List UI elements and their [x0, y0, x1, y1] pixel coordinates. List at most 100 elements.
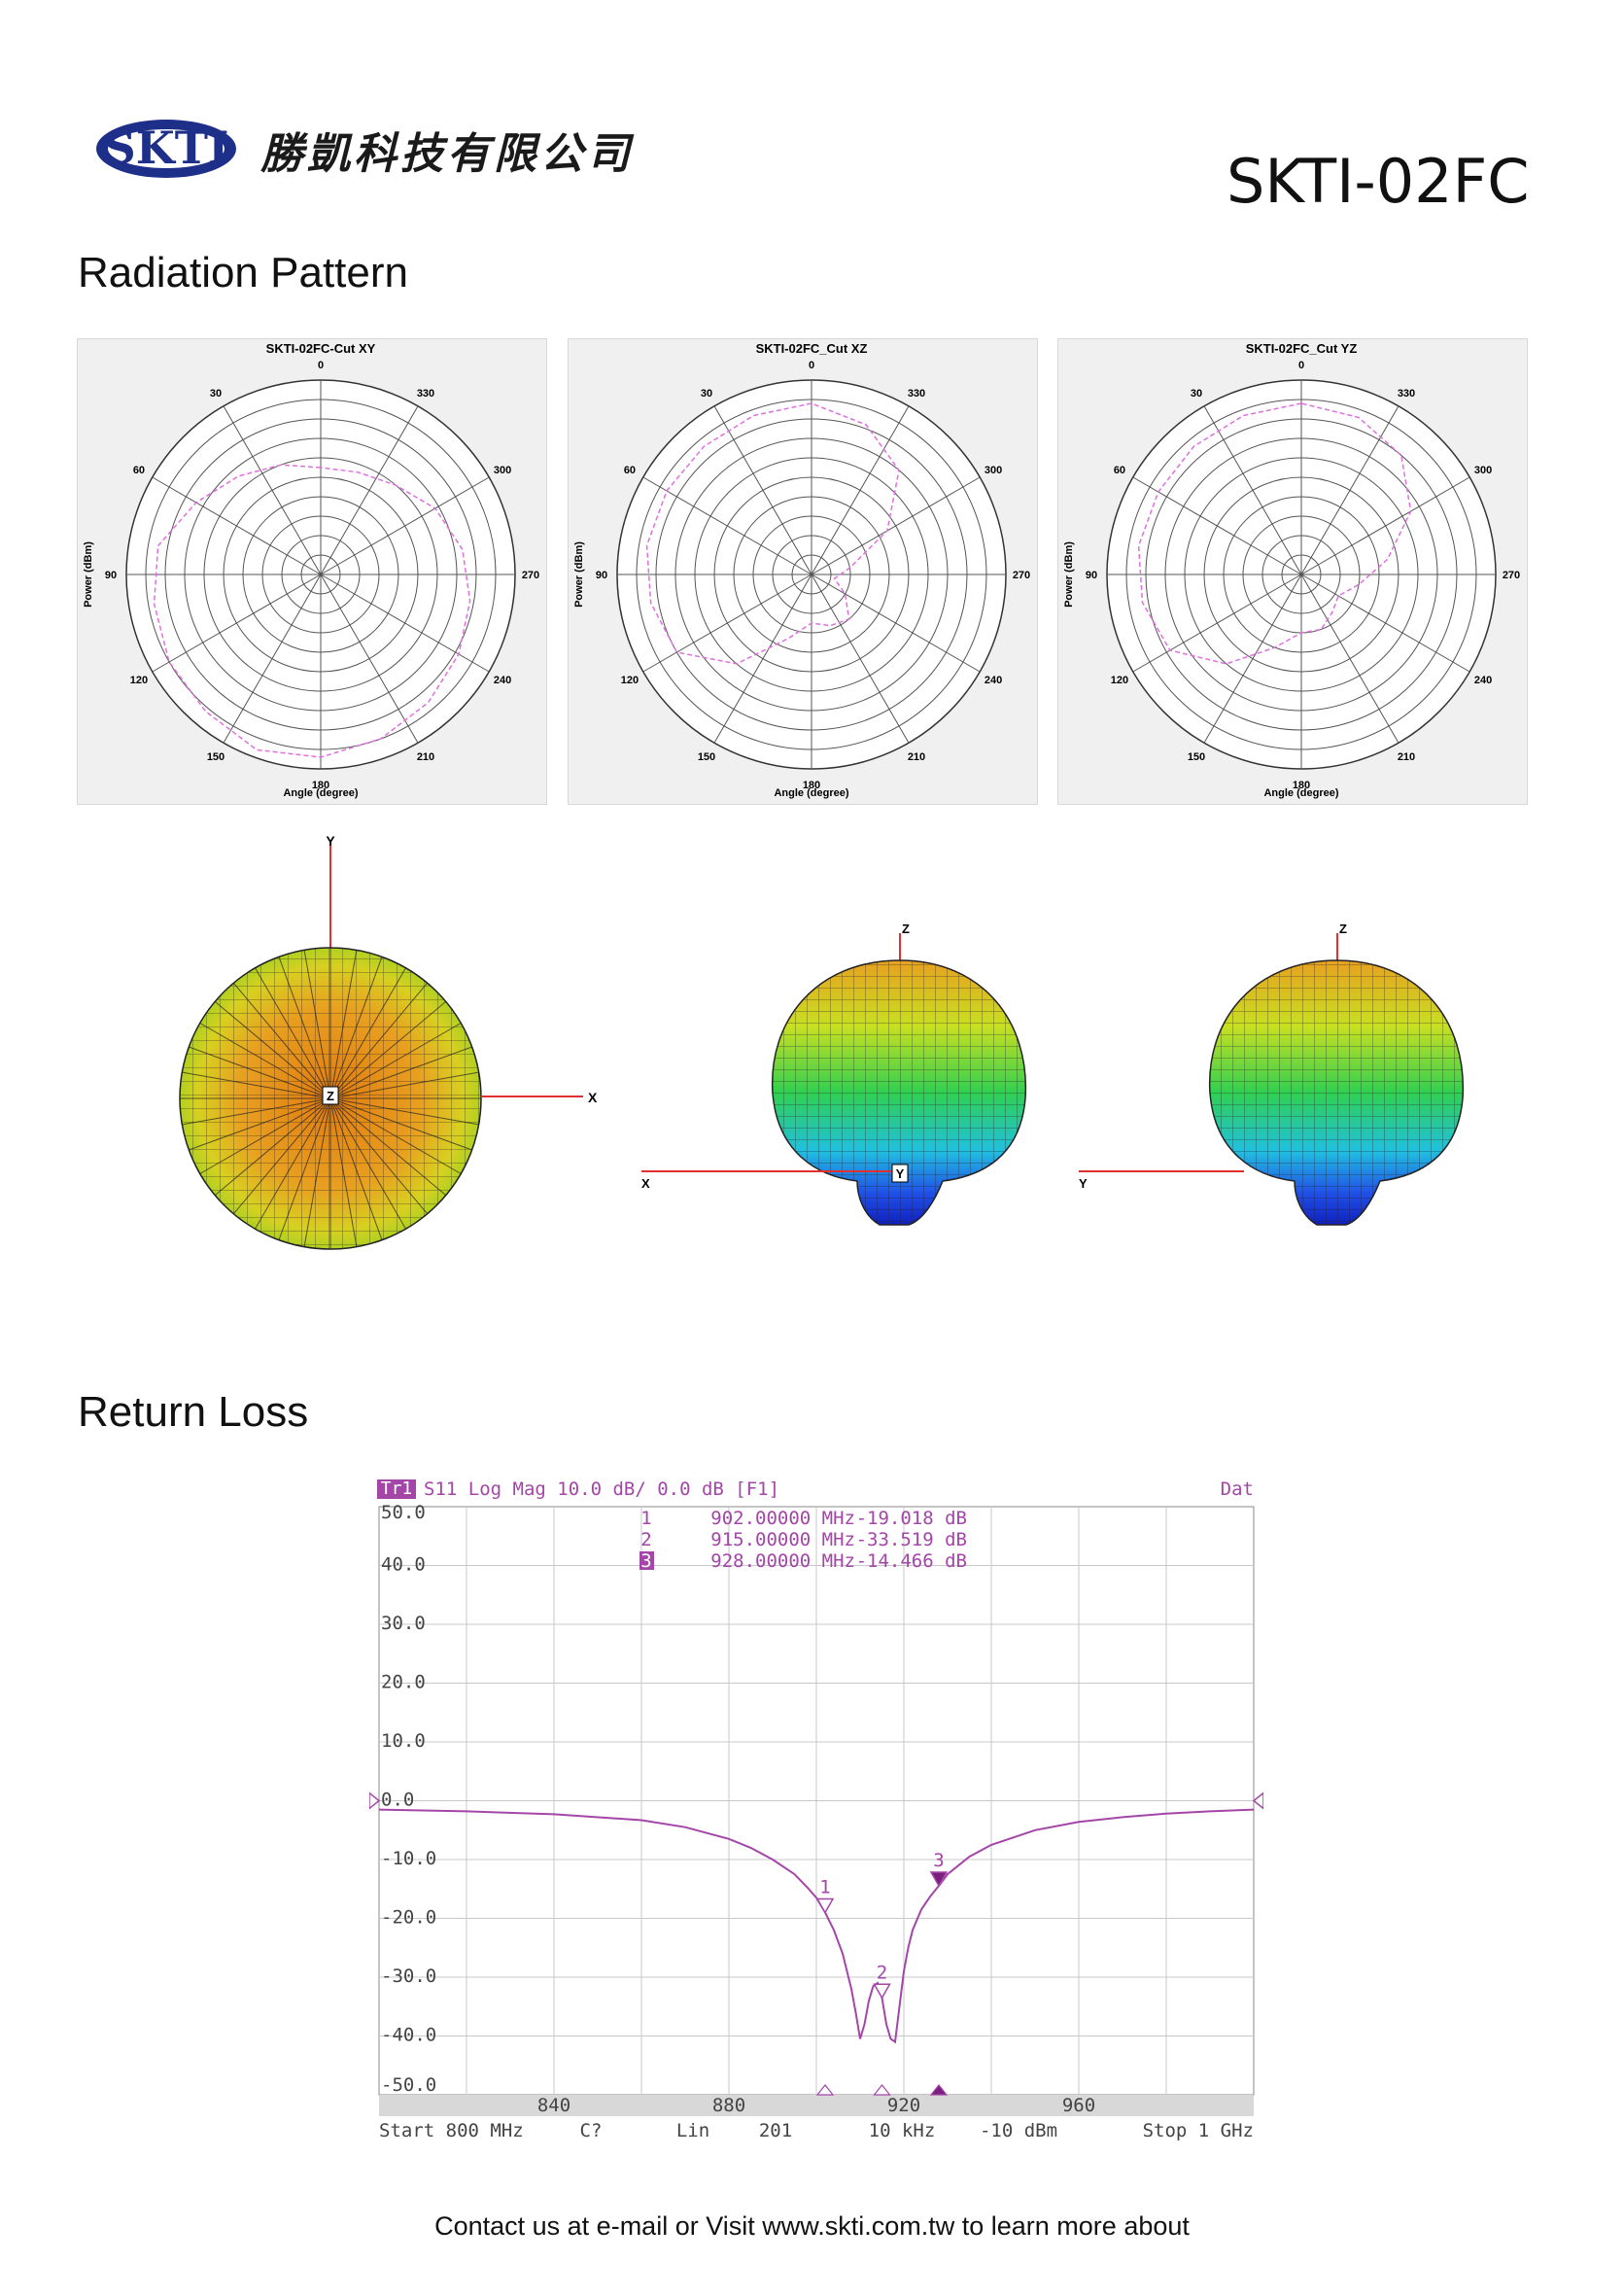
marker-table-num: 3 [640, 1550, 651, 1572]
vna-footer-item: -10 dBm [980, 2120, 1057, 2141]
polar-angle-label: 330 [417, 388, 434, 400]
marker-number: 2 [877, 1962, 887, 1983]
polar-angle-label: 0 [318, 360, 324, 371]
polar-angle-label: 270 [522, 570, 539, 581]
polar-trace [1137, 402, 1412, 665]
polar-angle-label: 30 [210, 388, 222, 400]
pattern-3d-front: Z X Y [632, 836, 1059, 1269]
vna-status: Dat [1221, 1478, 1254, 1500]
y-tick-label: -30.0 [381, 1966, 436, 1987]
marker-triangle [929, 1871, 949, 1888]
marker-table-freq: 902.00000 MHz [710, 1508, 855, 1529]
polar-plot-xy: SKTI-02FC-Cut XY 0 330 300 270 240 210 180 150 12… [77, 338, 547, 805]
s11-trace [378, 1808, 1255, 2044]
polar-angle-label: 0 [809, 360, 814, 371]
marker-number: 1 [819, 1877, 830, 1898]
polar-angle-label: 240 [985, 675, 1002, 686]
polar-angle-label: 270 [1013, 570, 1030, 581]
y-tick-label: -20.0 [381, 1907, 436, 1929]
polar-angle-label: 60 [624, 465, 636, 476]
axis-label: Z [902, 922, 910, 936]
polar-angle-label: 150 [1188, 751, 1205, 763]
polar-xlabel: Angle (degree) [1263, 787, 1338, 799]
polar-plot-yz: SKTI-02FC_Cut YZ 0 330 300 270 240 210 180 150 12… [1057, 338, 1528, 805]
polar-trace [153, 464, 471, 758]
polar-angle-label: 180 [1293, 780, 1310, 791]
vna-header: S11 Log Mag 10.0 dB/ 0.0 dB [F1] [424, 1478, 779, 1500]
vna-footer-item: Lin [676, 2120, 709, 2141]
polar-angle-label: 30 [1191, 388, 1202, 400]
marker-table-value: -33.519 dB [856, 1529, 967, 1550]
marker-table-value: -19.018 dB [856, 1508, 967, 1529]
marker-table-num: 1 [640, 1508, 651, 1529]
section-title-return-loss: Return Loss [78, 1388, 309, 1436]
x-tick-label: 960 [1062, 2095, 1095, 2116]
ref-arrow-left [368, 1791, 381, 1811]
marker-table-num: 2 [640, 1529, 651, 1550]
vna-footer-item: C? [580, 2120, 603, 2141]
polar-plot-xz: SKTI-02FC_Cut XZ 0 330 300 270 240 210 180 150 12… [568, 338, 1038, 805]
polar-angle-label: 300 [494, 465, 511, 476]
x-tick-label: 840 [537, 2095, 570, 2116]
marker-bottom-triangle [929, 2084, 949, 2096]
y-tick-label: 30.0 [381, 1613, 426, 1634]
pattern-3d-side: Z Y [1069, 836, 1497, 1269]
polar-angle-label: 90 [105, 570, 117, 581]
polar-angle-label: 270 [1503, 570, 1520, 581]
axis-label: X [641, 1176, 650, 1191]
y-tick-label: -50.0 [381, 2074, 436, 2096]
marker-bottom-triangle [873, 2084, 891, 2096]
polar-angle-label: 150 [698, 751, 715, 763]
polar-angle-label: 180 [803, 780, 820, 791]
y-tick-label: -10.0 [381, 1848, 436, 1869]
polar-angle-label: 0 [1298, 360, 1304, 371]
polar-angle-label: 240 [494, 675, 511, 686]
polar-trace [645, 402, 900, 665]
polar-angle-label: 120 [130, 675, 148, 686]
polar-angle-label: 60 [1114, 465, 1125, 476]
polar-angle-label: 210 [1398, 751, 1415, 763]
polar-title: SKTI-02FC_Cut YZ [1246, 341, 1358, 356]
marker-table-freq: 915.00000 MHz [710, 1529, 855, 1550]
y-tick-label: 50.0 [381, 1502, 426, 1523]
axis-label: X [588, 1090, 598, 1105]
polar-angle-label: 90 [1086, 570, 1097, 581]
y-tick-label: -40.0 [381, 2025, 436, 2046]
marker-number: 3 [933, 1850, 944, 1871]
company-logo: SKTI [93, 115, 239, 183]
pattern-3d-top: Y X Z [165, 833, 612, 1269]
polar-angle-label: 210 [908, 751, 925, 763]
polar-ylabel: Power (dBm) [83, 541, 94, 608]
polar-ylabel: Power (dBm) [1063, 541, 1075, 608]
marker-triangle [815, 1897, 835, 1915]
marker-table-value: -14.466 dB [856, 1550, 967, 1572]
polar-angle-label: 210 [417, 751, 434, 763]
polar-angle-label: 30 [701, 388, 712, 400]
return-loss-chart: Tr1 S11 Log Mag 10.0 dB/ 0.0 dB [F1] Dat 50… [368, 1478, 1279, 2158]
polar-angle-label: 90 [596, 570, 607, 581]
x-tick-label: 880 [712, 2095, 745, 2116]
axis-label: Z [1339, 922, 1347, 936]
polar-angle-label: 120 [621, 675, 639, 686]
marker-table-freq: 928.00000 MHz [710, 1550, 855, 1572]
logo-letters: SKTI [104, 122, 229, 174]
polar-angle-label: 120 [1111, 675, 1128, 686]
marker-bottom-triangle [815, 2084, 835, 2096]
axis-label: Y [1079, 1176, 1088, 1191]
polar-angle-label: 240 [1474, 675, 1492, 686]
center-axis-label: Z [327, 1089, 334, 1103]
x-tick-label: 920 [887, 2095, 920, 2116]
polar-angle-label: 180 [312, 780, 329, 791]
polar-xlabel: Angle (degree) [283, 787, 358, 799]
y-tick-label: 0.0 [381, 1790, 414, 1811]
y-tick-label: 40.0 [381, 1554, 426, 1576]
center-axis-label: Y [896, 1166, 905, 1181]
polar-angle-label: 60 [133, 465, 145, 476]
footer-contact: Contact us at e-mail or Visit www.skti.c… [434, 2211, 1190, 2241]
polar-title: SKTI-02FC_Cut XZ [756, 341, 868, 356]
model-number: SKTI-02FC [1227, 146, 1530, 217]
polar-angle-label: 150 [207, 751, 225, 763]
polar-ylabel: Power (dBm) [573, 541, 585, 608]
y-tick-label: 20.0 [381, 1672, 426, 1693]
trace-tag-bg [377, 1479, 416, 1499]
